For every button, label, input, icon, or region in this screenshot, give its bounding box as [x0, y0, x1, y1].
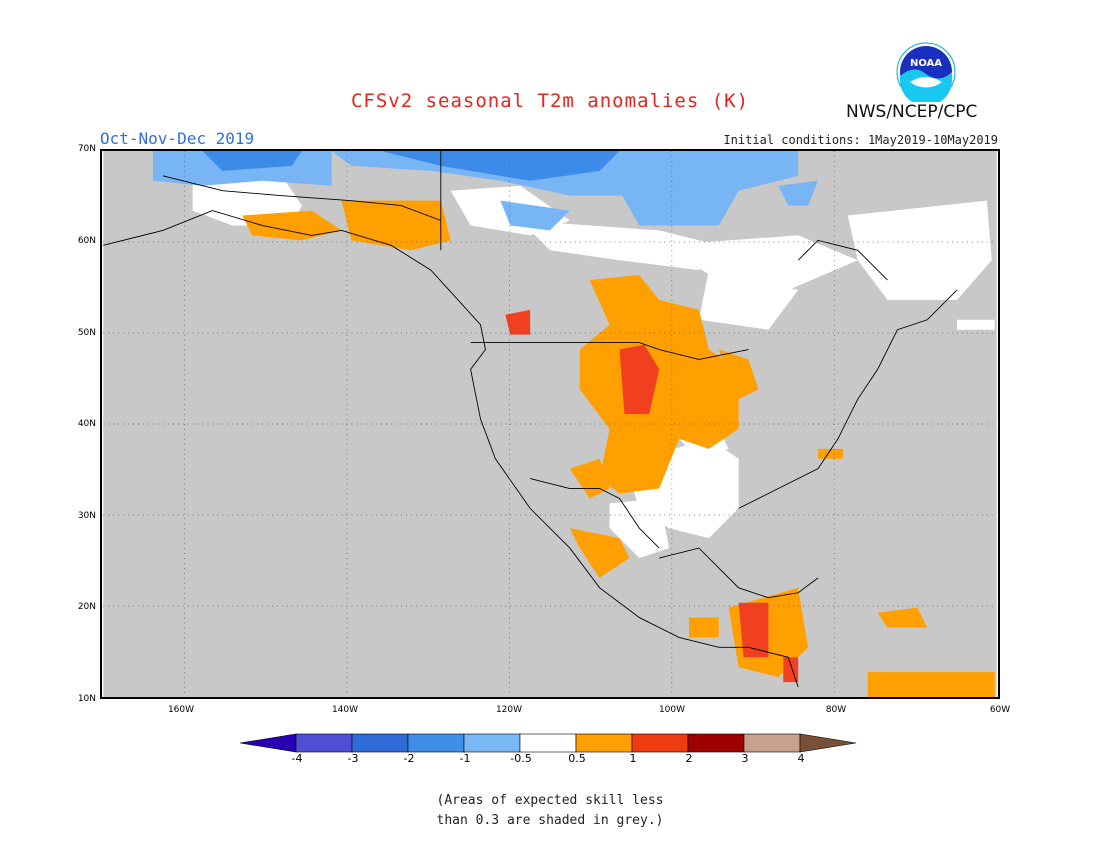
- colorbar-label: 1: [629, 752, 637, 765]
- colorbar-segment: [407, 733, 465, 753]
- colorbar-label: 3: [741, 752, 749, 765]
- orange-region-georgia: [818, 448, 843, 459]
- colorbar-label: -0.5: [510, 752, 532, 765]
- colorbar-segment: [519, 733, 577, 753]
- lon-label-140w: 140W: [331, 705, 359, 715]
- agency-label: NWS/NCEP/CPC: [846, 102, 978, 122]
- lon-label-160w: 160W: [167, 705, 195, 715]
- colorbar-arrow-right: [799, 733, 857, 753]
- colorbar-label: -1: [459, 752, 471, 765]
- colorbar-label: -3: [347, 752, 359, 765]
- lat-label-10n: 10N: [77, 694, 96, 704]
- skill-note-line-2: than 0.3 are shaded in grey.): [436, 813, 664, 828]
- lon-label-60w: 60W: [989, 705, 1011, 715]
- lat-label-70n: 70N: [77, 144, 96, 154]
- anomaly-map: [100, 149, 1000, 699]
- orange-region-great-plains: [579, 275, 739, 494]
- orange-region-mexico-south: [688, 617, 719, 638]
- blue-region-chukotka-core: [202, 151, 302, 171]
- gulf-coastline: [659, 547, 819, 599]
- us-mexico-border: [530, 478, 660, 549]
- logo-text: NOAA: [910, 58, 942, 69]
- orange-region-caribbean: [877, 607, 928, 628]
- colorbar-label: 4: [797, 752, 805, 765]
- colorbar-segment: [351, 733, 409, 753]
- colorbar-segment: [295, 733, 353, 753]
- colorbar-segment: [631, 733, 689, 753]
- lat-label-50n: 50N: [77, 328, 96, 338]
- pacific-coastline: [103, 210, 799, 688]
- skill-note-line-1: (Areas of expected skill less: [436, 793, 664, 808]
- blue-region-mackenzie: [500, 200, 570, 231]
- lat-label-40n: 40N: [77, 419, 96, 429]
- lat-label-30n: 30N: [77, 511, 96, 521]
- colorbar-segment: [743, 733, 801, 753]
- colorbar-label: 0.5: [568, 752, 586, 765]
- red-region-yucatan: [738, 602, 769, 658]
- colorbar-label: -2: [403, 752, 415, 765]
- skill-note: (Areas of expected skill less than 0.3 a…: [0, 791, 1100, 831]
- alaska-north-coastline: [162, 175, 441, 221]
- blue-region-baffin: [778, 180, 819, 206]
- hudson-bay-coastline: [797, 239, 888, 281]
- lon-label-120w: 120W: [495, 705, 523, 715]
- colorbar: [239, 733, 857, 753]
- orange-region-alaska-east: [341, 200, 451, 251]
- orange-region-great-lakes: [718, 349, 759, 400]
- orange-region-alaska-south: [242, 210, 342, 241]
- white-region-newfoundland: [957, 319, 995, 330]
- lon-label-100w: 100W: [658, 705, 686, 715]
- lat-label-20n: 20N: [77, 602, 96, 612]
- orange-region-venezuela: [867, 672, 995, 697]
- colorbar-label: -4: [291, 752, 303, 765]
- colorbar-segment: [463, 733, 521, 753]
- colorbar-segment: [687, 733, 745, 753]
- lon-label-80w: 80W: [825, 705, 847, 715]
- white-region-labrador: [847, 200, 992, 300]
- atlantic-coastline: [738, 289, 958, 509]
- white-region-ontario: [698, 270, 799, 330]
- forecast-period: Oct-Nov-Dec 2019: [100, 129, 255, 148]
- lat-label-60n: 60N: [77, 236, 96, 246]
- initial-conditions: Initial conditions: 1May2019-10May2019: [723, 133, 998, 147]
- colorbar-segment: [575, 733, 633, 753]
- noaa-logo-icon: NOAA: [896, 42, 956, 102]
- white-region-manitoba: [659, 235, 858, 290]
- blue-region-nw-passage: [619, 190, 739, 226]
- red-region-honduras: [783, 657, 799, 683]
- red-region-rockies: [619, 344, 660, 415]
- map-title: CFSv2 seasonal T2m anomalies (K): [350, 90, 750, 112]
- white-region-nw-territories: [520, 220, 719, 271]
- colorbar-arrow-left: [239, 733, 297, 753]
- orange-region-sonora: [569, 528, 630, 578]
- canada-us-border: [470, 342, 749, 360]
- red-region-bc: [505, 309, 531, 335]
- colorbar-label: 2: [685, 752, 693, 765]
